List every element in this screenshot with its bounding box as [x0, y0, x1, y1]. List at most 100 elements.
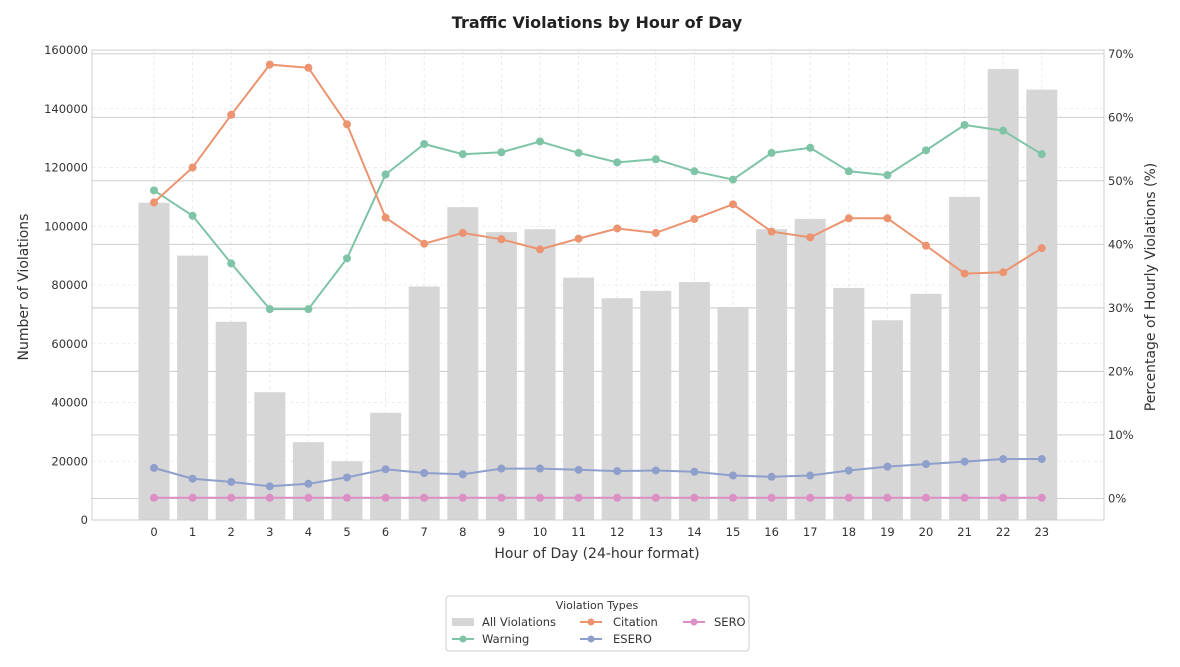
legend-swatch-citation-marker — [587, 618, 595, 626]
bar-all-violations — [987, 69, 1019, 520]
x-tick-label: 3 — [266, 525, 273, 539]
x-tick-label: 4 — [305, 525, 312, 539]
bar-all-violations — [794, 218, 826, 520]
y2-tick-label: 0% — [1108, 491, 1126, 505]
point-sero — [497, 493, 506, 502]
point-citation — [150, 198, 158, 207]
legend-label-sero: SERO — [714, 615, 746, 629]
point-sero — [1037, 493, 1046, 502]
bar-all-violations — [485, 232, 517, 520]
point-citation — [188, 163, 197, 172]
bar-all-violations — [563, 277, 595, 520]
point-warning — [806, 143, 815, 152]
bar-all-violations — [949, 196, 981, 520]
y-tick-label: 20000 — [51, 454, 88, 468]
point-esero — [458, 470, 467, 479]
point-warning — [458, 150, 467, 159]
y2-axis-label: Percentage of Hourly Violations (%) — [1143, 163, 1159, 411]
point-citation — [536, 245, 544, 254]
y-tick-label: 160000 — [44, 43, 88, 57]
point-warning — [536, 137, 544, 146]
point-warning — [343, 254, 351, 263]
y2-tick-label: 20% — [1108, 364, 1134, 378]
point-citation — [729, 200, 737, 209]
point-esero — [999, 455, 1008, 464]
point-warning — [729, 175, 737, 184]
bar-all-violations — [601, 298, 633, 520]
point-sero — [574, 493, 583, 502]
y-tick-label: 40000 — [51, 396, 88, 410]
x-tick-label: 0 — [150, 525, 157, 539]
bar-all-violations — [678, 282, 710, 520]
point-esero — [729, 471, 737, 480]
point-warning — [690, 167, 699, 176]
legend-swatch-esero-marker — [587, 635, 595, 643]
point-sero — [690, 493, 699, 502]
legend-swatch-all-violations — [452, 618, 474, 626]
point-sero — [883, 493, 892, 502]
point-citation — [420, 239, 429, 248]
point-esero — [574, 465, 583, 474]
x-axis-label: Hour of Day (24-hour format) — [494, 546, 699, 562]
point-citation — [844, 214, 853, 223]
point-citation — [343, 120, 351, 129]
point-esero — [1037, 455, 1046, 464]
point-sero — [960, 493, 969, 502]
point-warning — [767, 148, 776, 157]
point-citation — [767, 227, 776, 236]
point-sero — [227, 493, 236, 502]
y2-tick-label: 40% — [1108, 237, 1134, 251]
point-sero — [844, 493, 853, 502]
y2-tick-label: 70% — [1108, 47, 1134, 61]
point-warning — [381, 170, 390, 179]
point-warning — [265, 305, 274, 314]
point-warning — [883, 171, 892, 180]
point-sero — [188, 493, 197, 502]
point-esero — [536, 464, 544, 473]
x-tick-label: 16 — [764, 525, 779, 539]
bar-all-violations — [717, 307, 749, 520]
x-tick-label: 11 — [571, 525, 586, 539]
series-line-citation — [153, 63, 1043, 275]
bar-all-violations — [833, 287, 865, 520]
point-citation — [651, 228, 660, 237]
point-citation — [381, 213, 390, 222]
point-warning — [150, 186, 158, 195]
point-sero — [343, 493, 351, 502]
x-tick-label: 18 — [841, 525, 856, 539]
point-warning — [188, 211, 197, 220]
axis-layer: 0 1 2 3 4 5 6 7 8 9 10 11 12 13 14 15 16 17 18 19 20 21 22 2302… — [44, 43, 1134, 539]
point-citation — [574, 234, 583, 243]
point-citation — [227, 110, 236, 119]
point-sero — [304, 493, 313, 502]
point-esero — [420, 469, 429, 477]
point-citation — [265, 60, 274, 69]
point-citation — [922, 241, 930, 250]
point-sero — [420, 493, 429, 502]
x-tick-label: 2 — [228, 525, 235, 539]
legend-swatch-warning-marker — [459, 635, 467, 643]
point-sero — [458, 493, 467, 502]
bar-all-violations — [871, 320, 903, 520]
x-tick-label: 17 — [803, 525, 818, 539]
y2-tick-label: 30% — [1108, 301, 1134, 315]
point-warning — [613, 158, 622, 167]
point-esero — [767, 472, 776, 481]
x-tick-label: 15 — [726, 525, 741, 539]
x-tick-label: 12 — [610, 525, 625, 539]
point-sero — [729, 493, 737, 502]
point-warning — [922, 146, 930, 155]
x-tick-label: 6 — [382, 525, 389, 539]
point-esero — [150, 463, 158, 472]
point-sero — [922, 493, 930, 502]
point-warning — [574, 148, 583, 157]
y-tick-label: 80000 — [51, 278, 88, 292]
bar-all-violations — [215, 321, 247, 520]
point-warning — [420, 140, 429, 148]
point-esero — [960, 457, 969, 466]
point-warning — [1037, 150, 1046, 159]
x-tick-label: 20 — [919, 525, 934, 539]
point-citation — [806, 233, 815, 242]
series-line-warning — [153, 123, 1043, 311]
